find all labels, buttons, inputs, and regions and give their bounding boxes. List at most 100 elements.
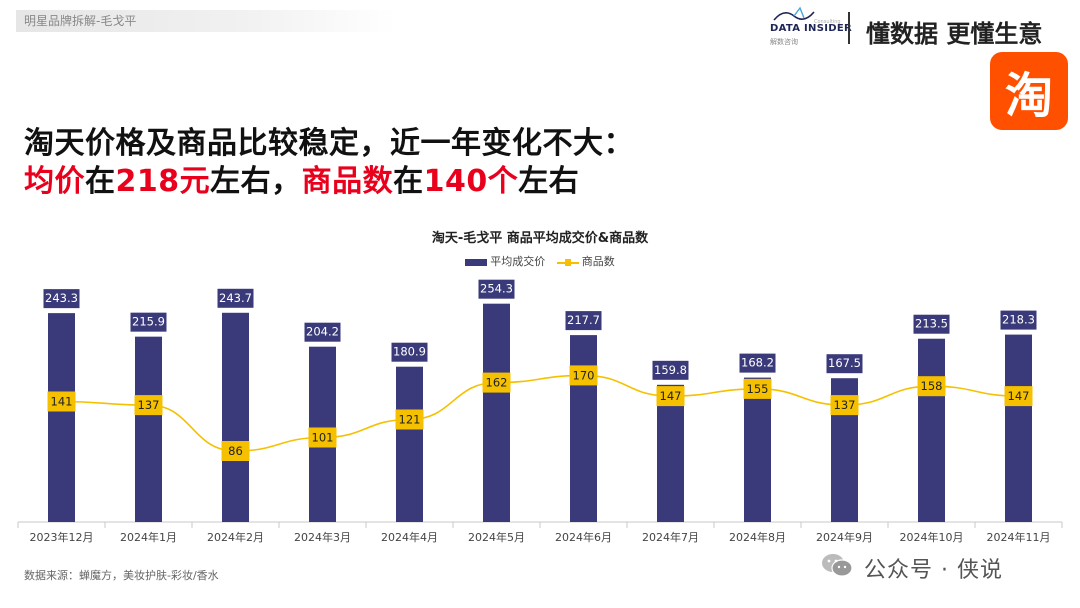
x-tick-label: 2024年10月 [900,530,964,544]
brand-consulting: Consulting [814,19,841,25]
headline-line-2: 均价在218元左右，商品数在140个左右 [24,156,579,200]
line-value-label: 137 [834,398,856,412]
headline-highlight: 商品数 [301,164,394,199]
bar-value-label: 204.2 [306,325,339,339]
brand-subname: 解数咨询 [770,38,798,46]
x-tick-label: 2024年6月 [555,530,612,544]
bar-label-box [43,289,80,309]
bar-value-label: 168.2 [741,356,774,370]
line-point-marker [134,395,163,416]
x-tick-label: 2024年1月 [120,530,177,544]
bar [222,312,249,522]
chart-legend: 平均成交价 商品数 [0,253,1080,269]
wechat-watermark: 公众号 · 侠说 [820,550,1060,583]
headline-highlight: 218元 [115,164,211,199]
bar-value-label: 213.5 [915,317,948,331]
brand-slogan: 懂数据 更懂生意 [866,20,1043,48]
bar [48,313,75,522]
line-point-marker [917,376,946,397]
bar-value-label: 218.3 [1002,313,1035,327]
legend-line-swatch [556,258,579,266]
line-value-label: 170 [573,368,595,382]
bar [744,377,771,522]
bar-label-box [304,322,341,342]
line-value-label: 158 [921,379,943,393]
bar [657,384,684,522]
x-tick-label: 2024年3月 [294,530,351,544]
brand-header: Consulting DATA INSIDER 解数咨询 懂数据 更懂生意 [770,6,1070,50]
bar-value-label: 159.8 [654,363,687,377]
bar [918,338,945,522]
headline-text: 在 [85,164,116,199]
line-point-marker [569,365,598,386]
x-tick-label: 2024年8月 [729,530,786,544]
line-point-marker [743,378,772,399]
brand-divider [848,12,850,44]
bar [396,366,423,522]
bar [1005,334,1032,522]
taobao-icon: 淘 [990,52,1068,130]
wechat-account-name: 公众号 · 侠说 [864,558,1003,583]
x-tick-label: 2023年12月 [30,530,94,544]
line-point-marker [221,441,250,461]
bar-value-label: 167.5 [828,356,861,370]
brand-name: DATA INSIDER [770,23,852,34]
line-value-label: 147 [1008,389,1030,403]
line-value-label: 101 [312,431,334,445]
line-value-label: 86 [228,444,243,458]
x-tick-label: 2024年9月 [816,530,873,544]
legend-bar-swatch [465,258,488,266]
bar-label-box [1000,310,1037,330]
line-point-marker [395,409,424,430]
headline-highlight: 均价 [24,164,85,199]
bar-label-box [391,342,428,362]
legend-label-item-count: 商品数 [581,255,615,268]
line-value-label: 162 [486,376,508,390]
x-tick-label: 2024年4月 [381,530,438,544]
bar [135,336,162,522]
breadcrumb-background [16,10,396,32]
bar-value-label: 217.7 [567,313,600,327]
line-value-label: 121 [399,413,421,427]
x-tick-label: 2024年11月 [987,530,1051,544]
bar-value-label: 254.3 [480,282,513,296]
bar-label-box [652,360,689,380]
headline-text: 左右， [210,164,302,199]
headline-text: 左右 [518,164,580,199]
headline-highlight: 140个 [423,164,519,199]
line-point-marker [308,427,337,448]
line-value-label: 141 [51,395,73,409]
item-count-line [61,374,1019,452]
data-source-note: 数据来源：蝉魔方，美妆护肤-彩妆/香水 [24,569,219,582]
line-point-marker [47,391,76,412]
line-point-marker [1004,386,1033,407]
bar [483,303,510,522]
x-tick-label: 2024年2月 [207,530,264,544]
wechat-icon [822,554,853,577]
line-value-label: 155 [747,382,769,396]
legend-label-avg-price: 平均成交价 [490,255,546,268]
x-tick-label: 2024年5月 [468,530,525,544]
bar-label-box [913,314,950,334]
data-insider-logo-icon [773,6,815,21]
bar-label-box [130,312,167,332]
bar [570,335,597,522]
line-value-label: 137 [138,398,160,412]
bar-value-label: 215.9 [132,315,165,329]
bar-value-label: 243.3 [45,291,78,305]
line-point-marker [656,386,685,407]
headline-text: 在 [393,164,424,199]
bar-label-box [826,354,863,374]
headline-line-1: 淘天价格及商品比较稳定，近一年变化不大： [24,126,634,161]
x-tick-label: 2024年7月 [642,530,699,544]
bar-label-box [565,311,602,331]
bar-label-box [478,279,515,299]
chart-title: 淘天-毛戈平 商品平均成交价&商品数 [431,231,649,246]
line-value-label: 147 [660,389,682,403]
line-point-marker [830,395,859,416]
bar-value-label: 243.7 [219,291,252,305]
breadcrumb: 明星品牌拆解-毛戈平 [24,14,137,28]
bar-label-box [739,353,776,373]
line-point-marker [482,372,511,393]
